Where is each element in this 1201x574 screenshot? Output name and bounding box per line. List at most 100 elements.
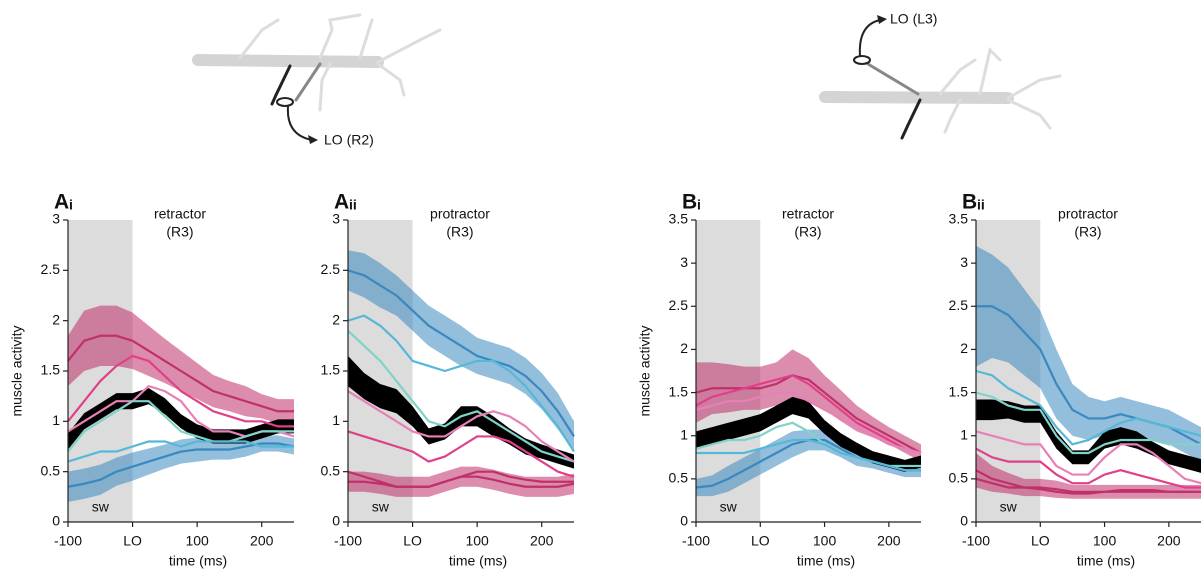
x-tick-label: 100 [465,533,489,549]
panel-letter: B [682,191,697,214]
error-band [68,435,294,502]
y-tick-label: 0.5 [669,470,689,486]
annotation: (R3) [794,224,821,240]
y-tick-label: 3 [332,211,340,227]
y-tick-label: 0.5 [41,462,61,478]
y-tick-label: 1 [52,412,60,428]
panel: sw 0 0.5 1 1.5 2 2.5 3 -100 LO 100 200 time (ms) musc… [9,191,295,569]
x-tick-label: LO [1031,533,1050,549]
leg [318,13,362,60]
error-band [348,250,574,452]
annotation: retractor [782,206,834,222]
panel: sw 0 0.5 1 1.5 2 2.5 3 3.5 -100 LO 100 200 time (ms) B… [949,191,1201,569]
x-tick-label: LO [123,533,142,549]
series-line [695,374,922,455]
arrowhead [877,15,887,24]
leg [376,28,442,64]
series-line [67,354,294,428]
series-line [975,447,1201,489]
x-tick-label: -100 [682,533,710,549]
series-line [347,470,574,488]
x-tick-label: -100 [334,533,362,549]
y-tick-label: 1.5 [949,383,969,399]
x-tick-label: 100 [813,533,837,549]
x-tick-label: 200 [250,533,274,549]
y-tick-label: 2.5 [949,297,969,313]
y-tick-label: 3.5 [949,211,969,227]
panel-sub: i [69,197,73,213]
y-axis-label: muscle activity [637,325,653,416]
y-tick-label: 0.5 [321,462,341,478]
x-axis-label: time (ms) [797,553,855,569]
annotation: protractor [1058,206,1118,222]
panel-letter: B [962,191,977,214]
diagram-label: LO (L3) [890,11,937,27]
arrow [286,105,313,141]
annotation: (R3) [1074,224,1101,240]
error-band [976,245,1201,462]
y-tick-label: 0 [960,513,968,529]
diagram-label: LO (R2) [324,132,374,148]
leg [270,64,292,106]
panel: sw 0 0.5 1 1.5 2 2.5 3 -100 LO 100 200 time (ms) A ii p… [321,191,575,569]
y-tick-label: 3.5 [669,211,689,227]
y-tick-label: 1.5 [669,383,689,399]
series-line [67,400,294,453]
x-tick-label: -100 [54,533,82,549]
y-tick-label: 3 [52,211,60,227]
error-band [348,355,574,469]
y-tick-label: 2.5 [41,261,61,277]
series-line [347,390,575,463]
y-tick-label: 3 [960,254,968,270]
arrow [858,19,881,57]
arrowhead [308,135,318,144]
ring [276,97,294,107]
error-band [696,349,921,462]
insect-diagram-a [192,13,442,144]
leg [900,98,922,140]
series-line [67,440,294,463]
leg [978,47,1002,96]
shade-label: sw [1000,499,1018,515]
x-tick-label: 200 [1157,533,1181,549]
series-line [347,269,575,438]
ring [853,55,871,65]
y-tick-label: 0.5 [949,470,969,486]
y-tick-label: 2.5 [669,297,689,313]
series-line [975,430,1201,485]
panel-sub: ii [349,197,357,213]
annotation: retractor [154,206,206,222]
leg [866,62,920,96]
annotation: protractor [430,206,490,222]
x-axis-label: time (ms) [449,553,507,569]
y-tick-label: 2 [680,340,688,356]
x-tick-label: -100 [962,533,990,549]
body [819,91,1014,104]
panel-letter: A [334,191,349,214]
y-axis-label: muscle activity [9,325,25,416]
series-line [696,438,921,472]
leg [1006,74,1062,100]
x-axis-label: time (ms) [1077,553,1135,569]
y-tick-label: 1.5 [41,362,61,378]
y-tick-label: 1.5 [321,362,341,378]
y-tick-label: 2.5 [321,261,341,277]
y-tick-label: 0 [332,513,340,529]
leg [358,18,374,60]
x-tick-label: 100 [1093,533,1117,549]
y-tick-label: 0 [52,513,60,529]
series-line [975,391,1201,455]
error-band [348,466,574,497]
leg [943,98,962,134]
panel: sw 0 0.5 1 1.5 2 2.5 3 3.5 -100 LO 100 200 time (ms) m… [637,191,922,569]
error-band [976,399,1201,473]
leg [318,62,332,112]
leg [238,18,280,60]
series-line [695,374,922,454]
x-tick-label: 200 [530,533,554,549]
y-tick-label: 2 [960,340,968,356]
series-line [347,314,575,453]
series-line [67,334,294,413]
error-band [696,396,921,472]
